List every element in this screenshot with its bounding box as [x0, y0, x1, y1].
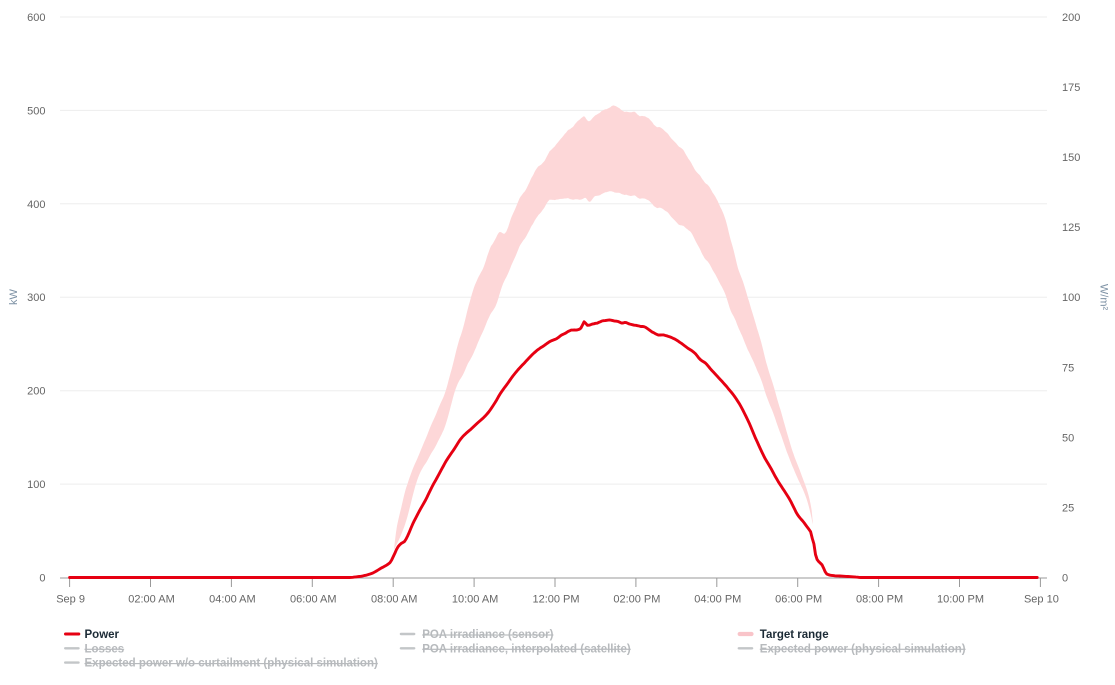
svg-text:04:00 PM: 04:00 PM — [694, 594, 741, 606]
svg-text:100: 100 — [1062, 292, 1080, 304]
svg-text:kW: kW — [8, 288, 20, 305]
svg-text:02:00 PM: 02:00 PM — [613, 594, 660, 606]
svg-text:100: 100 — [27, 479, 45, 491]
svg-text:125: 125 — [1062, 222, 1080, 234]
svg-text:Power: Power — [85, 629, 120, 641]
svg-text:0: 0 — [1062, 573, 1068, 585]
svg-text:200: 200 — [1062, 12, 1080, 24]
svg-text:POA irradiance (sensor): POA irradiance (sensor) — [422, 629, 553, 641]
svg-text:12:00 PM: 12:00 PM — [532, 594, 579, 606]
svg-text:600: 600 — [27, 12, 45, 24]
svg-text:02:00 AM: 02:00 AM — [128, 594, 174, 606]
svg-text:04:00 AM: 04:00 AM — [209, 594, 255, 606]
svg-text:175: 175 — [1062, 82, 1080, 94]
svg-text:Expected power (physical simul: Expected power (physical simulation) — [760, 643, 966, 655]
svg-text:06:00 AM: 06:00 AM — [290, 594, 336, 606]
svg-text:Losses: Losses — [85, 643, 125, 655]
svg-text:W/m²: W/m² — [1098, 284, 1110, 311]
svg-text:08:00 AM: 08:00 AM — [371, 594, 417, 606]
svg-text:Expected power w/o curtailment: Expected power w/o curtailment (physical… — [85, 658, 378, 670]
svg-text:POA irradiance, interpolated (: POA irradiance, interpolated (satellite) — [422, 643, 631, 655]
svg-text:10:00 AM: 10:00 AM — [452, 594, 498, 606]
svg-text:0: 0 — [39, 573, 45, 585]
svg-text:500: 500 — [27, 105, 45, 117]
svg-text:75: 75 — [1062, 362, 1074, 374]
svg-text:150: 150 — [1062, 152, 1080, 164]
svg-text:200: 200 — [27, 386, 45, 398]
svg-text:Target range: Target range — [760, 629, 829, 641]
svg-text:Sep 10: Sep 10 — [1024, 594, 1059, 606]
svg-text:08:00 PM: 08:00 PM — [856, 594, 903, 606]
svg-text:25: 25 — [1062, 502, 1074, 514]
svg-text:300: 300 — [27, 292, 45, 304]
svg-text:50: 50 — [1062, 432, 1074, 444]
svg-text:06:00 PM: 06:00 PM — [775, 594, 822, 606]
svg-text:Sep 9: Sep 9 — [56, 594, 85, 606]
svg-text:10:00 PM: 10:00 PM — [937, 594, 984, 606]
svg-text:400: 400 — [27, 199, 45, 211]
